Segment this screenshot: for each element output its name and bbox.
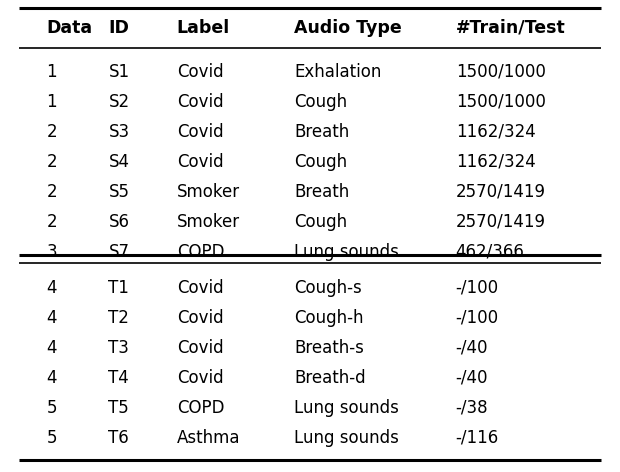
Text: T1: T1: [108, 279, 130, 297]
Text: Breath-d: Breath-d: [294, 369, 366, 387]
Text: -/40: -/40: [456, 339, 488, 357]
Text: Cough-h: Cough-h: [294, 309, 364, 327]
Text: 4: 4: [46, 369, 57, 387]
Text: COPD: COPD: [177, 243, 224, 261]
Text: Lung sounds: Lung sounds: [294, 243, 399, 261]
Text: Exhalation: Exhalation: [294, 63, 382, 81]
Text: 2: 2: [46, 213, 57, 231]
Text: Covid: Covid: [177, 123, 223, 141]
Text: S4: S4: [108, 153, 130, 171]
Text: T5: T5: [108, 399, 129, 417]
Text: Breath: Breath: [294, 183, 350, 201]
Text: COPD: COPD: [177, 399, 224, 417]
Text: -/38: -/38: [456, 399, 489, 417]
Text: Breath: Breath: [294, 123, 350, 141]
Text: Covid: Covid: [177, 153, 223, 171]
Text: S2: S2: [108, 93, 130, 111]
Text: Audio Type: Audio Type: [294, 19, 402, 37]
Text: S7: S7: [108, 243, 130, 261]
Text: 4: 4: [46, 309, 57, 327]
Text: 1: 1: [46, 63, 57, 81]
Text: #Train/Test: #Train/Test: [456, 19, 565, 37]
Text: Breath-s: Breath-s: [294, 339, 365, 357]
Text: 1500/1000: 1500/1000: [456, 63, 546, 81]
Text: 4: 4: [46, 339, 57, 357]
Text: Covid: Covid: [177, 369, 223, 387]
Text: Covid: Covid: [177, 339, 223, 357]
Text: S6: S6: [108, 213, 130, 231]
Text: 2570/1419: 2570/1419: [456, 183, 546, 201]
Text: Data: Data: [46, 19, 92, 37]
Text: 462/366: 462/366: [456, 243, 525, 261]
Text: T4: T4: [108, 369, 129, 387]
Text: T3: T3: [108, 339, 130, 357]
Text: -/100: -/100: [456, 309, 499, 327]
Text: Asthma: Asthma: [177, 429, 240, 447]
Text: Cough: Cough: [294, 93, 348, 111]
Text: S1: S1: [108, 63, 130, 81]
Text: 3: 3: [46, 243, 57, 261]
Text: Lung sounds: Lung sounds: [294, 429, 399, 447]
Text: 2: 2: [46, 153, 57, 171]
Text: Cough-s: Cough-s: [294, 279, 362, 297]
Text: 5: 5: [46, 399, 57, 417]
Text: Covid: Covid: [177, 309, 223, 327]
Text: 1: 1: [46, 93, 57, 111]
Text: Covid: Covid: [177, 93, 223, 111]
Text: ID: ID: [108, 19, 130, 37]
Text: 2: 2: [46, 123, 57, 141]
Text: 1162/324: 1162/324: [456, 153, 536, 171]
Text: T2: T2: [108, 309, 130, 327]
Text: S5: S5: [108, 183, 130, 201]
Text: S3: S3: [108, 123, 130, 141]
Text: Covid: Covid: [177, 63, 223, 81]
Text: Cough: Cough: [294, 213, 348, 231]
Text: Cough: Cough: [294, 153, 348, 171]
Text: 2: 2: [46, 183, 57, 201]
Text: 1500/1000: 1500/1000: [456, 93, 546, 111]
Text: Lung sounds: Lung sounds: [294, 399, 399, 417]
Text: Smoker: Smoker: [177, 213, 240, 231]
Text: 2570/1419: 2570/1419: [456, 213, 546, 231]
Text: Covid: Covid: [177, 279, 223, 297]
Text: Label: Label: [177, 19, 230, 37]
Text: T6: T6: [108, 429, 129, 447]
Text: 1162/324: 1162/324: [456, 123, 536, 141]
Text: -/40: -/40: [456, 369, 488, 387]
Text: Smoker: Smoker: [177, 183, 240, 201]
Text: -/116: -/116: [456, 429, 499, 447]
Text: 4: 4: [46, 279, 57, 297]
Text: -/100: -/100: [456, 279, 499, 297]
Text: 5: 5: [46, 429, 57, 447]
